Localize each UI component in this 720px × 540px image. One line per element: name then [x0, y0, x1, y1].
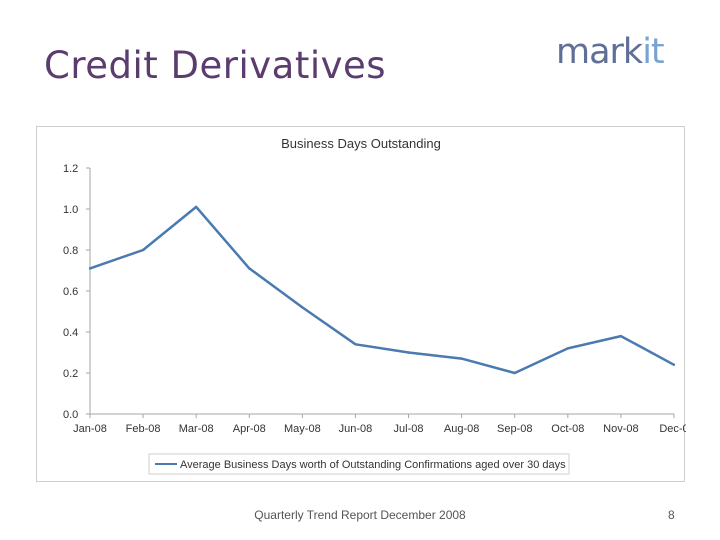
x-tick-label: Nov-08 [603, 423, 638, 435]
x-tick-label: Jan-08 [73, 423, 107, 435]
y-tick-label: 0.0 [63, 409, 78, 421]
x-tick-label: Aug-08 [444, 423, 479, 435]
legend-box [148, 453, 570, 475]
y-tick-label: 0.4 [63, 327, 78, 339]
data-point [513, 371, 516, 375]
x-tick-label: Oct-08 [551, 423, 584, 435]
chart-frame: Business Days Outstanding 0.0 0.2 0.4 0.6 0.8… [36, 126, 686, 482]
y-tick-label: 0.8 [63, 245, 78, 257]
slide-title: Credit Derivatives [44, 44, 387, 87]
y-tick-label: 1.2 [63, 163, 78, 175]
data-point [88, 267, 92, 270]
markit-logo: markit [556, 32, 665, 72]
x-tick-label: Mar-08 [179, 423, 214, 435]
logo-text-part2: it [642, 32, 664, 72]
page-number: 8 [668, 508, 675, 522]
x-tick-label: May-08 [284, 423, 321, 435]
y-tick-label: 0.6 [63, 286, 78, 298]
legend-label: Average Business Days worth of Outstandi… [180, 459, 566, 471]
data-point [407, 351, 410, 354]
series-line [89, 205, 675, 375]
data-point [141, 248, 145, 252]
logo-text-part1: mark [556, 32, 643, 72]
data-point [460, 357, 463, 360]
x-tick-label: Jun-08 [339, 423, 373, 435]
data-point [354, 343, 357, 346]
footer-text: Quarterly Trend Report December 2008 [254, 508, 466, 522]
data-point [619, 334, 623, 338]
data-point [672, 363, 676, 366]
x-tick-label: Dec-0 [659, 423, 686, 435]
x-tick-label: Feb-08 [126, 423, 161, 435]
x-tick-label: Apr-08 [233, 423, 266, 435]
data-point [301, 306, 304, 309]
chart-title: Business Days Outstanding [281, 136, 441, 151]
x-tick-label: Jul-08 [394, 423, 424, 435]
y-tick-label: 0.2 [63, 368, 78, 380]
data-point [248, 267, 251, 270]
x-tick-label: Sep-08 [497, 423, 532, 435]
data-point [566, 347, 570, 350]
y-tick-label: 1.0 [63, 204, 78, 216]
data-point [194, 205, 198, 209]
line-chart: Business Days Outstanding 0.0 0.2 0.4 0.6 0.8… [63, 136, 686, 475]
